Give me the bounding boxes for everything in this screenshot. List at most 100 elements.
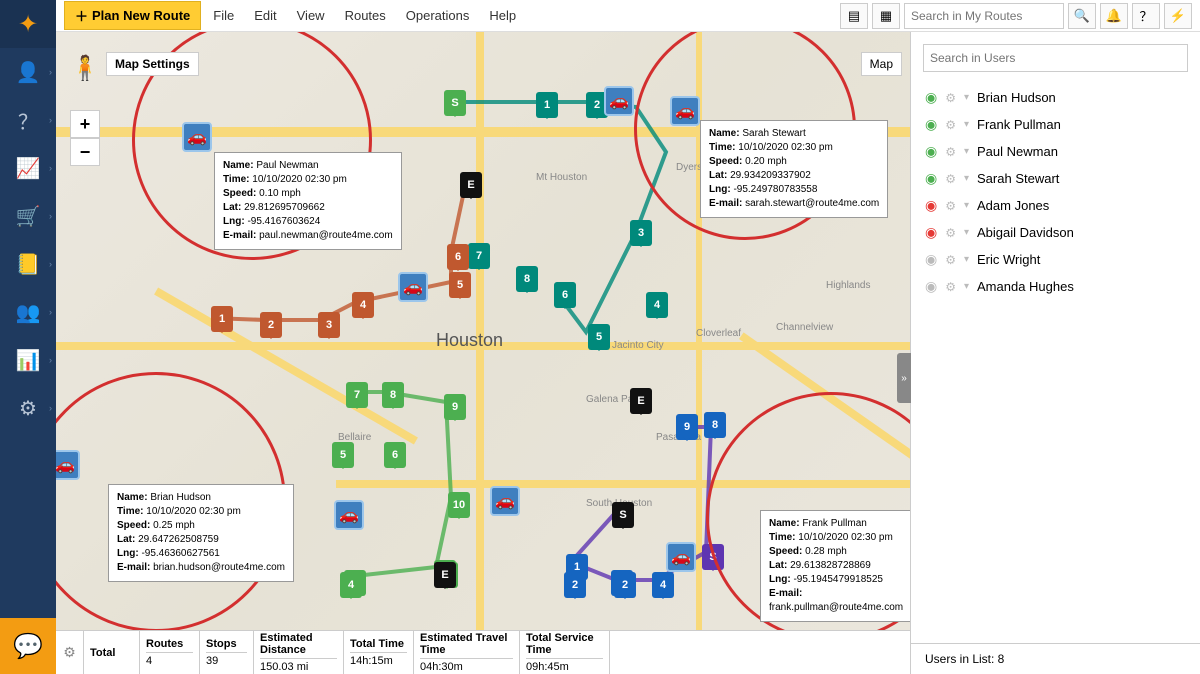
user-gear-icon[interactable]: ⚙ — [945, 199, 956, 213]
wifi-status-icon: ◉ — [925, 116, 937, 133]
help-icon[interactable]: ？ — [1132, 3, 1160, 29]
route-marker[interactable]: 2 — [564, 572, 586, 598]
user-gear-icon[interactable]: ⚙ — [945, 226, 956, 240]
sidebar-item-analytics[interactable]: 📊› — [0, 336, 56, 384]
route-marker[interactable]: E — [630, 388, 652, 414]
vehicle-paul[interactable]: 🚗 — [182, 122, 212, 152]
user-gear-icon[interactable]: ⚙ — [945, 172, 956, 186]
chat-button[interactable]: 💬 — [0, 618, 56, 674]
user-gear-icon[interactable]: ⚙ — [945, 145, 956, 159]
route-marker[interactable]: 3 — [318, 312, 340, 338]
wifi-status-icon: ◉ — [925, 143, 937, 160]
route-marker[interactable]: 1 — [536, 92, 558, 118]
map-canvas[interactable]: Houston Mt Houston Pasadena Bellaire Sou… — [56, 32, 910, 630]
app-logo: ✦ — [0, 0, 56, 48]
route-marker[interactable]: 5 — [449, 272, 471, 298]
vehicle-sarah[interactable]: 🚗 — [670, 96, 700, 126]
flash-icon[interactable]: ⚡ — [1164, 3, 1192, 29]
sidebar-item-usersettings[interactable]: ⚙› — [0, 384, 56, 432]
route-marker[interactable]: 5 — [588, 324, 610, 350]
route-marker[interactable]: 10 — [448, 492, 470, 518]
map-settings-button[interactable]: Map Settings — [106, 52, 199, 76]
route-marker[interactable]: 6 — [554, 282, 576, 308]
route-marker[interactable]: 6 — [384, 442, 406, 468]
sidebar-item-add-user[interactable]: 👤› — [0, 48, 56, 96]
route-marker[interactable]: 4 — [646, 292, 668, 318]
menu-file[interactable]: File — [213, 8, 234, 23]
zoom-in-button[interactable]: + — [70, 110, 100, 138]
user-row[interactable]: ◉⚙▾Paul Newman — [911, 138, 1200, 165]
search-icon[interactable]: 🔍 — [1068, 3, 1096, 29]
route-marker[interactable]: 9 — [444, 394, 466, 420]
vehicle-teal[interactable]: 🚗 — [604, 86, 634, 116]
wifi-status-icon: ◉ — [925, 224, 937, 241]
user-row[interactable]: ◉⚙▾Sarah Stewart — [911, 165, 1200, 192]
user-name: Paul Newman — [977, 144, 1058, 159]
search-input[interactable] — [904, 3, 1064, 29]
chevron-icon: ▾ — [964, 92, 969, 103]
tooltip-frank: Name: Frank Pullman Time: 10/10/2020 02:… — [760, 510, 910, 622]
route-marker[interactable]: 4 — [340, 572, 362, 598]
sidebar-item-help[interactable]: ？› — [0, 96, 56, 144]
route-marker[interactable]: 7 — [468, 243, 490, 269]
user-gear-icon[interactable]: ⚙ — [945, 91, 956, 105]
route-marker[interactable]: 6 — [447, 244, 469, 270]
menu-help[interactable]: Help — [489, 8, 516, 23]
user-gear-icon[interactable]: ⚙ — [945, 253, 956, 267]
vehicle-frank[interactable]: 🚗 — [666, 542, 696, 572]
user-list: ◉⚙▾Brian Hudson◉⚙▾Frank Pullman◉⚙▾Paul N… — [911, 84, 1200, 643]
user-row[interactable]: ◉⚙▾Abigail Davidson — [911, 219, 1200, 246]
route-marker[interactable]: 7 — [346, 382, 368, 408]
route-marker[interactable]: S — [444, 90, 466, 116]
route-marker[interactable]: S — [612, 502, 634, 528]
route-marker[interactable]: S — [702, 544, 724, 570]
route-marker[interactable]: 3 — [630, 220, 652, 246]
notifications-icon[interactable]: 🔔 — [1100, 3, 1128, 29]
user-row[interactable]: ◉⚙▾Adam Jones — [911, 192, 1200, 219]
users-panel: » ◉⚙▾Brian Hudson◉⚙▾Frank Pullman◉⚙▾Paul… — [910, 32, 1200, 674]
route-marker[interactable]: 2 — [614, 572, 636, 598]
vehicle-brian[interactable]: 🚗 — [56, 450, 80, 480]
user-row[interactable]: ◉⚙▾Eric Wright — [911, 246, 1200, 273]
user-row[interactable]: ◉⚙▾Brian Hudson — [911, 84, 1200, 111]
user-gear-icon[interactable]: ⚙ — [945, 118, 956, 132]
menu-edit[interactable]: Edit — [254, 8, 276, 23]
list-view-icon[interactable]: ▤ — [840, 3, 868, 29]
route-marker[interactable]: 9 — [676, 414, 698, 440]
streetview-pegman[interactable]: 🧍 — [70, 54, 100, 83]
sidebar-item-activity[interactable]: 📈› — [0, 144, 56, 192]
route-marker[interactable]: E — [434, 562, 456, 588]
summary-total-label: Total — [84, 631, 140, 674]
menu-operations[interactable]: Operations — [406, 8, 470, 23]
user-gear-icon[interactable]: ⚙ — [945, 280, 956, 294]
route-marker[interactable]: 1 — [211, 306, 233, 332]
route-marker[interactable]: 5 — [332, 442, 354, 468]
plan-new-route-button[interactable]: ＋ Plan New Route — [64, 1, 201, 30]
route-marker[interactable]: E — [460, 172, 482, 198]
route-marker[interactable]: 4 — [352, 292, 374, 318]
sidebar-item-addressbook[interactable]: 📒› — [0, 240, 56, 288]
user-row[interactable]: ◉⚙▾Frank Pullman — [911, 111, 1200, 138]
calendar-icon[interactable]: ▦ — [872, 3, 900, 29]
wifi-status-icon: ◉ — [925, 197, 937, 214]
vehicle-orange[interactable]: 🚗 — [398, 272, 428, 302]
zoom-out-button[interactable]: − — [70, 138, 100, 166]
route-marker[interactable]: 8 — [516, 266, 538, 292]
route-marker[interactable]: 4 — [652, 572, 674, 598]
vehicle-green2[interactable]: 🚗 — [490, 486, 520, 516]
user-row[interactable]: ◉⚙▾Amanda Hughes — [911, 273, 1200, 300]
route-marker[interactable]: 8 — [704, 412, 726, 438]
summary-gear-icon[interactable]: ⚙ — [56, 631, 84, 674]
route-marker[interactable]: 8 — [382, 382, 404, 408]
plus-icon: ＋ — [75, 6, 88, 25]
sidebar-item-team[interactable]: 👥› — [0, 288, 56, 336]
sidebar-item-cart[interactable]: 🛒› — [0, 192, 56, 240]
map-type-button[interactable]: Map — [861, 52, 902, 76]
menu-view[interactable]: View — [297, 8, 325, 23]
user-search-input[interactable] — [923, 44, 1188, 72]
menu-routes[interactable]: Routes — [345, 8, 386, 23]
route-marker[interactable]: 2 — [260, 312, 282, 338]
vehicle-green1[interactable]: 🚗 — [334, 500, 364, 530]
user-name: Frank Pullman — [977, 117, 1061, 132]
user-name: Abigail Davidson — [977, 225, 1074, 240]
